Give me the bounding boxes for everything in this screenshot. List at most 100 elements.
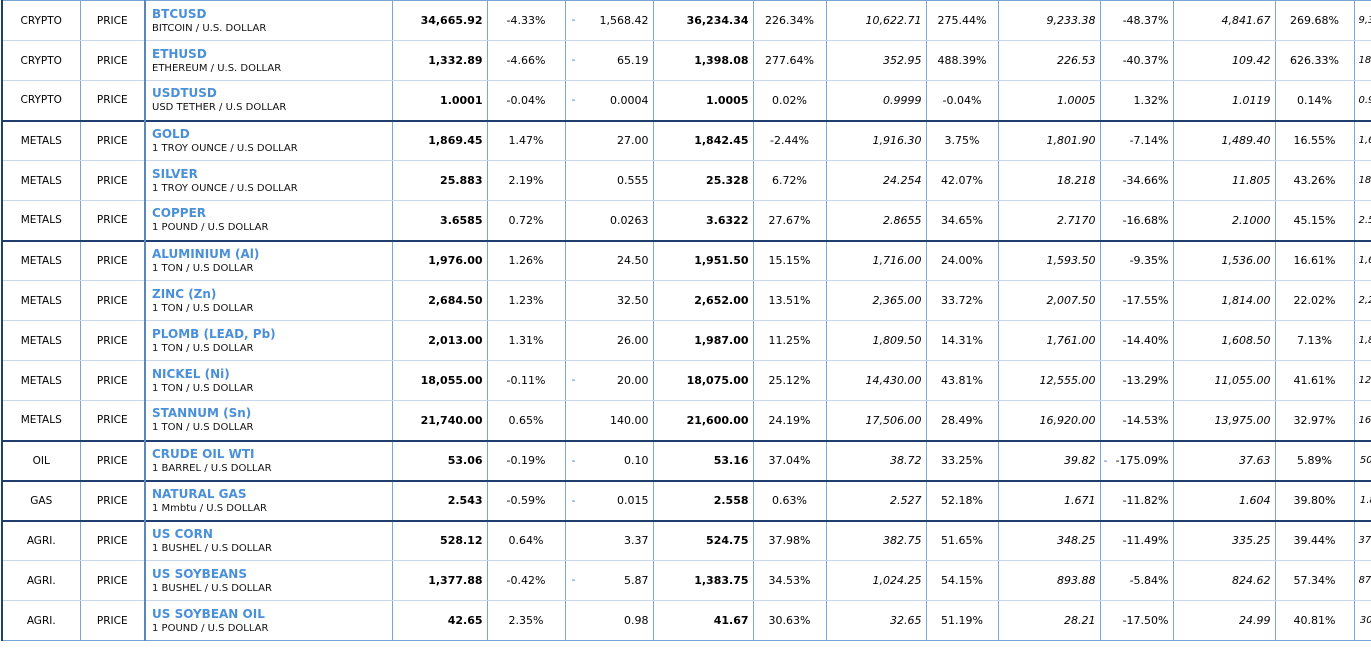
period2-value-cell: 1,801.90 <box>997 119 1101 161</box>
instrument-symbol-link[interactable]: ZINC (Zn) <box>152 286 217 301</box>
period4-percent-cell: 45.15% <box>1274 200 1355 241</box>
type-cell: PRICE <box>79 0 146 41</box>
category-cell: CRYPTO <box>1 0 81 41</box>
table-row[interactable]: METALS PRICE SILVER 1 TROY OUNCE / U.S DOLL… <box>1 160 1371 201</box>
table-row[interactable]: METALS PRICE COPPER 1 POUND / U.S DOLLAR 3.6… <box>1 200 1371 241</box>
period3-value-cell: 335.25 <box>1172 519 1276 561</box>
instrument-description: 1 TON / U.S DOLLAR <box>152 302 254 314</box>
quotes-table-body: CRYPTO PRICE BTCUSD BITCOIN / U.S. DOLLAR 34… <box>1 0 1371 641</box>
instrument-cell: NICKEL (Ni) 1 TON / U.S DOLLAR <box>144 360 393 401</box>
instrument-description: 1 TON / U.S DOLLAR <box>152 382 254 394</box>
instrument-symbol-link[interactable]: SILVER <box>152 166 198 181</box>
table-row[interactable]: AGRI. PRICE US CORN 1 BUSHEL / U.S DOLLAR 52… <box>1 519 1371 561</box>
change-percent-cell: 1.31% <box>486 320 566 361</box>
instrument-symbol-link[interactable]: COPPER <box>152 206 207 221</box>
table-row[interactable]: METALS PRICE STANNUM (Sn) 1 TON / U.S DOLLA… <box>1 400 1371 441</box>
period3-dash: - <box>1103 453 1108 467</box>
period1-percent-cell: -2.44% <box>752 119 827 161</box>
period3-value-cell: 1,536.00 <box>1172 239 1276 281</box>
change-value-cell: - 5.87 <box>564 560 654 601</box>
instrument-cell: USDTUSD USD TETHER / U.S DOLLAR <box>144 80 393 121</box>
instrument-symbol-link[interactable]: US SOYBEANS <box>152 566 247 581</box>
period3-value-cell: 1.604 <box>1172 479 1276 521</box>
period4-percent-cell: 16.55% <box>1274 119 1355 161</box>
period3-percent: -175.09% <box>1115 454 1169 467</box>
table-row[interactable]: METALS PRICE NICKEL (Ni) 1 TON / U.S DOLLAR… <box>1 360 1371 401</box>
table-row[interactable]: AGRI. PRICE US SOYBEAN OIL 1 POUND / U.S DO… <box>1 600 1371 641</box>
period4-percent-cell: 43.26% <box>1274 160 1355 201</box>
instrument-symbol-link[interactable]: GOLD <box>152 126 190 141</box>
instrument-symbol-link[interactable]: USDTUSD <box>152 86 217 101</box>
previous-close-cell: 524.75 <box>652 519 754 561</box>
period2-value-cell: 28.21 <box>997 600 1101 641</box>
period1-value-cell: 0.9999 <box>825 80 927 121</box>
period3-percent: -13.29% <box>1122 374 1169 387</box>
previous-close-cell: 18,075.00 <box>652 360 754 401</box>
period3-value-cell: 1,489.40 <box>1172 119 1276 161</box>
period2-value-cell: 2.7170 <box>997 200 1101 241</box>
previous-close-cell: 41.67 <box>652 600 754 641</box>
period1-value-cell: 10,622.71 <box>825 0 927 41</box>
instrument-symbol-link[interactable]: US CORN <box>152 526 213 541</box>
period1-value-cell: 1,809.50 <box>825 320 927 361</box>
table-row[interactable]: METALS PRICE ZINC (Zn) 1 TON / U.S DOLLAR 2,… <box>1 280 1371 321</box>
period2-value-cell: 2,007.50 <box>997 280 1101 321</box>
period2-value-cell: 39.82 <box>997 439 1101 481</box>
instrument-symbol-link[interactable]: NATURAL GAS <box>152 486 247 501</box>
period4-value-cell: 1,879.00 <box>1353 320 1371 361</box>
table-row[interactable]: CRYPTO PRICE BTCUSD BITCOIN / U.S. DOLLAR 34… <box>1 0 1371 41</box>
instrument-cell: US SOYBEANS 1 BUSHEL / U.S DOLLAR <box>144 560 393 601</box>
period2-percent-cell: 33.25% <box>925 439 999 481</box>
period1-value-cell: 1,024.25 <box>825 560 927 601</box>
instrument-cell: GOLD 1 TROY OUNCE / U.S DOLLAR <box>144 119 393 161</box>
period3-percent: -11.49% <box>1122 534 1169 548</box>
period3-percent: -17.50% <box>1122 614 1169 627</box>
last-price-cell: 1.0001 <box>391 80 488 121</box>
type-cell: PRICE <box>79 80 146 121</box>
type-cell: PRICE <box>79 160 146 201</box>
period1-value-cell: 17,506.00 <box>825 400 927 441</box>
table-row[interactable]: AGRI. PRICE US SOYBEANS 1 BUSHEL / U.S DOLL… <box>1 560 1371 601</box>
period2-value-cell: 12,555.00 <box>997 360 1101 401</box>
last-price-cell: 34,665.92 <box>391 0 488 41</box>
change-percent-cell: 1.26% <box>486 239 566 281</box>
period3-value-cell: 37.63 <box>1172 439 1276 481</box>
instrument-symbol-link[interactable]: PLOMB (LEAD, Pb) <box>152 326 276 341</box>
period2-percent-cell: 43.81% <box>925 360 999 401</box>
period3-value-cell: 24.99 <box>1172 600 1276 641</box>
period3-percent-cell: -40.37% <box>1099 40 1174 81</box>
change-percent-cell: 2.19% <box>486 160 566 201</box>
previous-close-cell: 53.16 <box>652 439 754 481</box>
table-row[interactable]: CRYPTO PRICE ETHUSD ETHEREUM / U.S. DOLLAR 1… <box>1 40 1371 81</box>
period2-value-cell: 1.0005 <box>997 80 1101 121</box>
instrument-symbol-link[interactable]: ETHUSD <box>152 46 207 61</box>
category-cell: METALS <box>1 200 81 241</box>
table-row[interactable]: METALS PRICE GOLD 1 TROY OUNCE / U.S DOLLAR… <box>1 119 1371 161</box>
table-row[interactable]: OIL PRICE CRUDE OIL WTI 1 BARREL / U.S DOLL… <box>1 439 1371 481</box>
table-row[interactable]: METALS PRICE ALUMINIUM (Al) 1 TON / U.S DOL… <box>1 239 1371 281</box>
last-price-cell: 53.06 <box>391 439 488 481</box>
instrument-cell: ETHUSD ETHEREUM / U.S. DOLLAR <box>144 40 393 81</box>
period3-percent-cell: -13.29% <box>1099 360 1174 401</box>
period3-percent-cell: -7.14% <box>1099 119 1174 161</box>
instrument-symbol-link[interactable]: CRUDE OIL WTI <box>152 446 255 461</box>
table-row[interactable]: METALS PRICE PLOMB (LEAD, Pb) 1 TON / U.S D… <box>1 320 1371 361</box>
period2-value-cell: 18.218 <box>997 160 1101 201</box>
type-cell: PRICE <box>79 320 146 361</box>
instrument-cell: NATURAL GAS 1 Mmbtu / U.S DOLLAR <box>144 479 393 521</box>
change-value-cell: 26.00 <box>564 320 654 361</box>
instrument-description: 1 TON / U.S DOLLAR <box>152 422 254 434</box>
instrument-symbol-link[interactable]: ALUMINIUM (Al) <box>152 246 260 261</box>
table-row[interactable]: CRYPTO PRICE USDTUSD USD TETHER / U.S DOLLA… <box>1 80 1371 121</box>
instrument-symbol-link[interactable]: STANNUM (Sn) <box>152 406 252 421</box>
instrument-symbol-link[interactable]: US SOYBEAN OIL <box>152 606 265 621</box>
table-row[interactable]: GAS PRICE NATURAL GAS 1 Mmbtu / U.S DOLLAR 2… <box>1 479 1371 521</box>
period4-percent-cell: 39.80% <box>1274 479 1355 521</box>
period1-value-cell: 38.72 <box>825 439 927 481</box>
period3-percent: -7.14% <box>1129 134 1169 148</box>
category-cell: AGRI. <box>1 600 81 641</box>
period1-percent-cell: 277.64% <box>752 40 827 81</box>
last-price-cell: 1,976.00 <box>391 239 488 281</box>
instrument-symbol-link[interactable]: NICKEL (Ni) <box>152 366 230 381</box>
instrument-symbol-link[interactable]: BTCUSD <box>152 6 207 21</box>
